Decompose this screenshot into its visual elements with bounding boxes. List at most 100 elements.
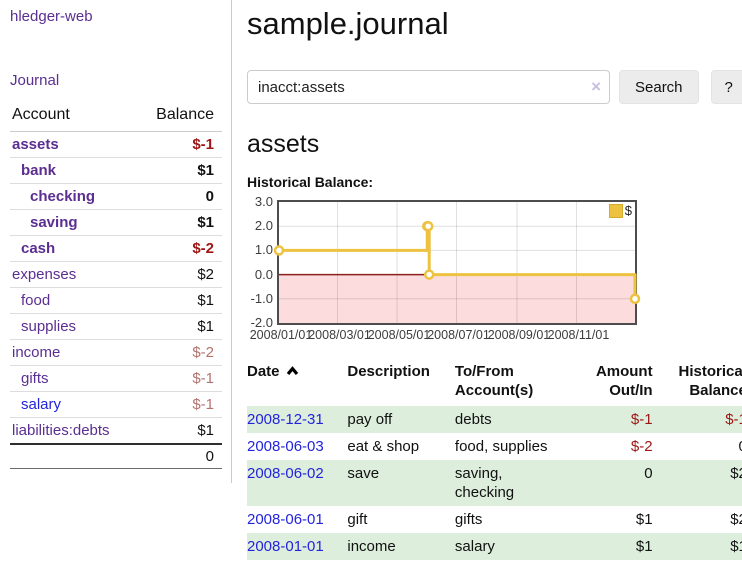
- page-title: sample.journal: [247, 6, 449, 41]
- search-button[interactable]: Search: [619, 70, 699, 104]
- historical-balance-chart: 3.0 2.0 1.0 0.0 -1.0 -2.0 $: [247, 194, 641, 330]
- search-input[interactable]: [247, 70, 610, 104]
- legend-swatch-icon: [608, 204, 623, 218]
- accounts-table: Account Balance assets $-1 bank $1 checking 0…: [10, 106, 222, 469]
- col-amount: Amount Out/In: [595, 363, 653, 399]
- transaction-description: save: [347, 465, 380, 482]
- main-content: sample.journal × Search ? assets Histori…: [232, 0, 742, 582]
- sidebar-account-expenses[interactable]: expenses: [12, 266, 77, 283]
- account-balance: $1: [116, 313, 222, 340]
- transaction-amount: $-2: [630, 438, 653, 455]
- account-balance: $2: [116, 261, 222, 288]
- sidebar-account-assets[interactable]: assets: [12, 136, 59, 153]
- transaction-description: eat & shop: [347, 438, 420, 455]
- register-table: Date Description To/From Account(s) Amoun…: [247, 360, 742, 560]
- transaction-date-link[interactable]: 2008-06-03: [247, 438, 324, 455]
- accounts-header-row: Account Balance: [10, 106, 222, 132]
- account-balance: $1: [116, 157, 222, 184]
- transaction-description: gift: [347, 511, 368, 528]
- transaction-description: pay off: [347, 411, 393, 428]
- y-tick-label: 3.0: [254, 194, 273, 209]
- account-heading: assets: [247, 130, 320, 158]
- chart-x-axis-labels: 2008/01/01 2008/03/01 2008/05/01 2008/07/01…: [250, 328, 742, 344]
- sidebar-account-checking[interactable]: checking: [30, 188, 96, 205]
- sidebar-account-saving[interactable]: saving: [30, 214, 78, 231]
- account-balance: 0: [116, 183, 222, 210]
- account-row: supplies $1: [10, 313, 222, 340]
- account-balance: $-1: [192, 136, 214, 153]
- sidebar: hledger-web Journal Account Balance asse…: [0, 0, 232, 483]
- sidebar-account-food[interactable]: food: [21, 292, 51, 309]
- y-tick-label: 0.0: [254, 266, 273, 282]
- account-row: income $-2: [10, 339, 222, 366]
- account-row: saving $1: [10, 209, 222, 236]
- sidebar-item-journal[interactable]: Journal: [10, 72, 60, 89]
- help-button[interactable]: ?: [710, 70, 742, 104]
- transaction-accounts: saving, checking: [454, 465, 515, 501]
- col-accounts: To/From Account(s): [454, 363, 534, 399]
- register-row: 2008-01-01 income salary $1 $1: [247, 533, 742, 560]
- sort-chevron-up-icon: [286, 366, 298, 376]
- account-balance: $-2: [116, 235, 222, 262]
- clear-search-icon[interactable]: ×: [591, 77, 601, 96]
- x-tick-label: 2008/05/01: [367, 328, 431, 342]
- transaction-date-link[interactable]: 2008-06-01: [247, 511, 324, 528]
- app-brand-link[interactable]: hledger-web: [10, 8, 93, 25]
- transaction-amount: $1: [635, 538, 653, 555]
- transaction-date-link[interactable]: 2008-01-01: [247, 538, 324, 555]
- transaction-accounts: gifts: [454, 511, 483, 528]
- account-row: bank $1: [10, 157, 222, 184]
- account-balance: $1: [116, 417, 222, 444]
- account-balance: $1: [116, 287, 222, 314]
- x-tick-label: 2008/11/01: [547, 328, 610, 342]
- legend-label: $: [624, 203, 632, 218]
- sidebar-account-income[interactable]: income: [12, 344, 61, 361]
- y-tick-label: 1.0: [254, 242, 273, 258]
- account-row: cash $-2: [10, 235, 222, 262]
- transaction-balance: $-1: [725, 411, 742, 428]
- account-row: assets $-1: [10, 132, 222, 158]
- transaction-amount: 0: [644, 465, 653, 482]
- transaction-balance: $1: [730, 538, 742, 555]
- chart-heading: Historical Balance:: [247, 174, 374, 190]
- accounts-tbody: assets $-1 bank $1 checking 0 saving $1 cash $-2 e…: [10, 132, 222, 444]
- sidebar-account-gifts[interactable]: gifts: [21, 370, 49, 387]
- col-date[interactable]: Date: [247, 360, 347, 406]
- balance-chart-svg: [273, 202, 641, 323]
- col-date-label: Date: [247, 363, 280, 380]
- register-row: 2008-06-03 eat & shop food, supplies $-20: [247, 433, 742, 460]
- x-tick-label: 2008/03/01: [308, 328, 371, 342]
- register-row: 2008-12-31 pay off debts $-1 $-1: [247, 406, 742, 433]
- col-description: Description: [347, 363, 430, 380]
- sidebar-account-cash[interactable]: cash: [21, 240, 56, 257]
- transaction-date-link[interactable]: 2008-12-31: [247, 411, 324, 428]
- transaction-accounts: debts: [454, 411, 492, 428]
- register-header-row: Date Description To/From Account(s) Amoun…: [247, 360, 742, 406]
- account-balance: $1: [116, 209, 222, 236]
- account-balance: $-2: [116, 339, 222, 366]
- account-row: gifts $-1: [10, 365, 222, 392]
- transaction-date-link[interactable]: 2008-06-02: [247, 465, 324, 482]
- accounts-header-balance: Balance: [116, 106, 222, 132]
- accounts-header-account: Account: [10, 106, 116, 132]
- search-field-wrap: ×: [247, 70, 610, 104]
- transaction-description: income: [347, 538, 396, 555]
- transaction-accounts: food, supplies: [454, 438, 548, 455]
- transaction-balance: $2: [730, 465, 742, 482]
- x-tick-label: 2008/07/01: [427, 328, 490, 342]
- register-tbody: 2008-12-31 pay off debts $-1 $-1 2008-06-03 ea…: [247, 406, 742, 560]
- account-row: checking 0: [10, 183, 222, 210]
- sidebar-account-salary[interactable]: salary: [21, 396, 62, 413]
- col-balance: Historical Balance: [678, 363, 742, 399]
- register-row: 2008-06-01 gift gifts $1 $2: [247, 506, 742, 533]
- transaction-accounts: salary: [454, 538, 495, 555]
- sidebar-account-supplies[interactable]: supplies: [21, 318, 77, 335]
- transaction-balance: 0: [653, 433, 742, 460]
- sidebar-account-liabilities-debts[interactable]: liabilities:debts: [12, 422, 110, 439]
- y-tick-label: 2.0: [254, 218, 273, 234]
- sidebar-account-bank[interactable]: bank: [21, 162, 57, 179]
- account-balance: $-1: [116, 365, 222, 392]
- account-row: liabilities:debts $1: [10, 417, 222, 444]
- chart-legend: $: [607, 203, 633, 218]
- transaction-amount: $1: [635, 511, 653, 528]
